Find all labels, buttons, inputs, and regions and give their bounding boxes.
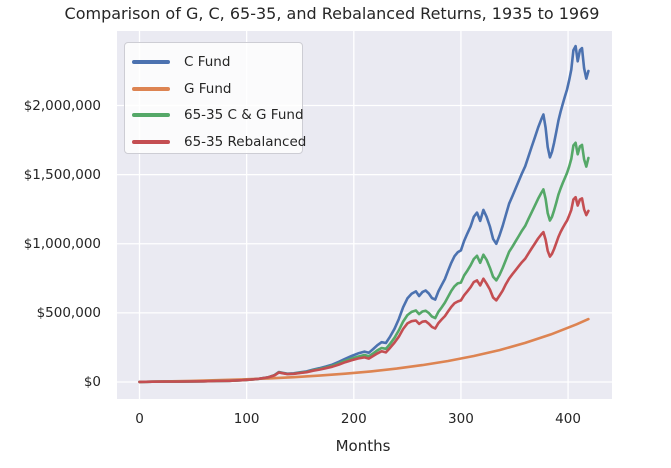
legend-label: C Fund	[184, 54, 231, 71]
x-tick-label: 400	[555, 411, 581, 427]
x-tick-label: 0	[135, 411, 144, 427]
legend-item: G Fund	[125, 76, 302, 103]
series-line-65-35-rebalanced	[138, 195, 590, 384]
x-tick-label: 200	[340, 411, 367, 427]
legend-label: G Fund	[184, 80, 232, 97]
x-axis-label: Months	[335, 437, 391, 455]
legend-swatch-icon	[132, 113, 170, 118]
legend-item: 65-35 C & G Fund	[125, 102, 304, 129]
chart-title: Comparison of G, C, 65-35, and Rebalance…	[64, 4, 600, 23]
legend-swatch-icon	[132, 139, 170, 144]
x-tick-label: 300	[448, 411, 474, 427]
y-tick-label: $1,500,000	[23, 166, 101, 183]
x-tick-label: 100	[233, 411, 260, 427]
legend-label: 65-35 Rebalanced	[184, 133, 307, 150]
legend-label: 65-35 C & G Fund	[184, 107, 304, 124]
legend-swatch-icon	[132, 86, 170, 91]
legend: C Fund G Fund 65-35 C & G Fund 65-35 Rebala…	[124, 42, 306, 156]
y-tick-label: $0	[83, 373, 101, 390]
legend-item: C Fund	[125, 49, 302, 76]
y-tick-label: $1,000,000	[23, 235, 101, 252]
legend-swatch-icon	[132, 60, 170, 65]
y-tick-label: $500,000	[36, 304, 101, 321]
legend-item: 65-35 Rebalanced	[125, 129, 306, 156]
y-tick-label: $2,000,000	[23, 97, 101, 114]
